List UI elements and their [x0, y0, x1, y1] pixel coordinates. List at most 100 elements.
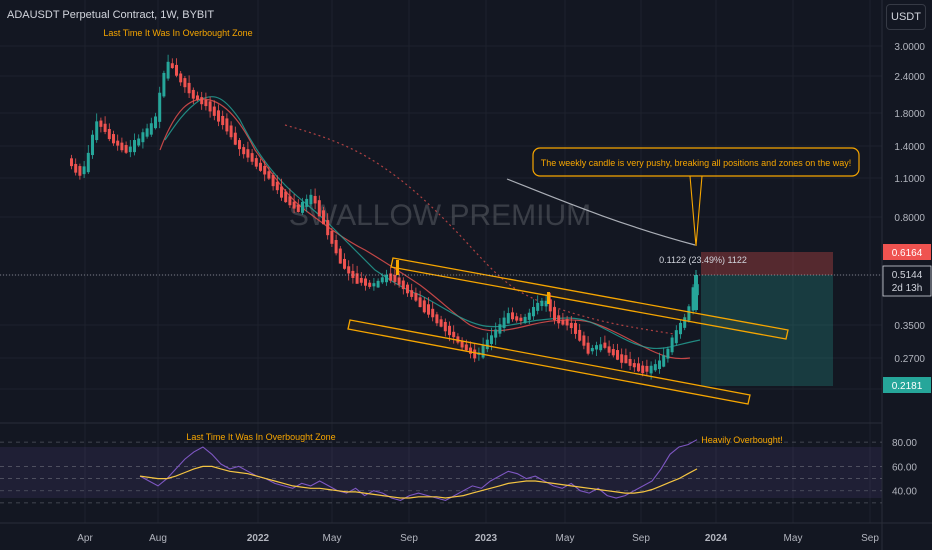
time-tick-label: 2023	[475, 533, 498, 544]
candle-body	[603, 342, 607, 348]
stop-zone	[701, 275, 833, 386]
candle-body	[385, 274, 388, 283]
candle-body	[313, 195, 317, 204]
rsi-levels	[0, 441, 882, 504]
candle-body	[506, 313, 510, 324]
top-zone-label: Last Time It Was In Overbought Zone	[103, 28, 252, 38]
candle-body	[393, 274, 397, 282]
candle-body	[158, 92, 162, 122]
target-price-text: 0.6164	[892, 248, 923, 259]
candle-body	[422, 300, 426, 313]
candle-body	[620, 354, 624, 363]
candle-body	[561, 319, 565, 325]
time-tick-label: Sep	[400, 533, 418, 544]
candle-body	[544, 300, 548, 307]
measure-label: 0.1122 (23.49%) 1122	[659, 255, 747, 265]
candle-body	[351, 270, 355, 278]
candle-body	[599, 344, 603, 351]
currency-button[interactable]: USDT	[886, 4, 926, 30]
channel-lower[interactable]	[347, 319, 751, 405]
highlight-candle	[547, 292, 550, 304]
time-tick-label: May	[784, 533, 803, 544]
candle-body	[456, 336, 460, 343]
candle-body	[481, 344, 485, 358]
candle-body	[175, 64, 178, 76]
price-tick-label: 0.3500	[894, 321, 925, 332]
candle-body	[532, 306, 535, 317]
candle-body	[658, 360, 661, 369]
watermark: SWALLOW PREMIUM	[289, 199, 591, 232]
candle-body	[557, 315, 561, 324]
candle-body	[490, 335, 493, 344]
candle-body	[389, 273, 393, 281]
candle-body	[359, 277, 363, 283]
current-price-badge	[882, 265, 932, 297]
highlight-candle	[396, 260, 399, 275]
rsi-tick-label: 60.00	[892, 462, 917, 473]
candle-body	[107, 128, 111, 140]
rsi-line	[139, 439, 698, 501]
candle-body	[523, 316, 527, 323]
candle-body	[502, 317, 506, 328]
candle-body	[133, 140, 136, 153]
target-zone	[701, 252, 833, 275]
time-tick-label: 2022	[247, 533, 270, 544]
rsi-ma-line	[139, 465, 698, 499]
time-tick-label: Sep	[861, 533, 879, 544]
price-tick-label: 1.1000	[894, 174, 925, 185]
candle-body	[645, 365, 649, 372]
candle-body	[653, 364, 657, 371]
candle-body	[485, 339, 489, 350]
candle-body	[233, 132, 237, 145]
candle-body	[322, 210, 325, 225]
candle-body	[326, 220, 330, 236]
candle-body	[662, 355, 666, 367]
price-tick-label: 0.2700	[894, 354, 925, 365]
candle-body	[225, 118, 229, 132]
candle-body	[191, 89, 195, 99]
candle-body	[519, 317, 523, 321]
candle-body	[103, 123, 107, 132]
candle-body	[364, 278, 367, 286]
candle-body	[317, 200, 321, 217]
time-tick-label: Apr	[77, 533, 93, 544]
candle-body	[242, 147, 246, 155]
candle-body	[641, 365, 645, 374]
candle-body	[435, 314, 439, 324]
candle-body	[494, 329, 498, 338]
candle-body	[632, 363, 636, 368]
candle-body	[649, 365, 653, 374]
candle-body	[280, 186, 283, 198]
candle-body	[670, 337, 674, 353]
candle-body	[397, 277, 401, 285]
candle-body	[149, 123, 153, 135]
candle-body	[267, 171, 271, 179]
candle-body	[611, 349, 615, 356]
rsi-tick-label: 80.00	[892, 438, 917, 449]
rsi-band	[0, 447, 882, 498]
candle-body	[628, 358, 632, 366]
rsi-zone-label: Last Time It Was In Overbought Zone	[186, 432, 335, 442]
candle-body	[296, 204, 300, 213]
chart-title: ADAUSDT Perpetual Contract, 1W, BYBIT	[7, 9, 214, 21]
candle-body	[569, 322, 573, 329]
candle-body	[406, 284, 409, 294]
candle-body	[170, 63, 174, 69]
candle-body	[511, 312, 514, 320]
price-axis: 3.0000 2.4000 1.8000 1.4000 1.1000 0.8000 0.35…	[894, 42, 925, 396]
candle-body	[284, 191, 288, 203]
candle-body	[204, 100, 208, 107]
callout-box[interactable]	[532, 147, 860, 177]
candle-body	[196, 95, 199, 100]
candle-body	[263, 165, 267, 175]
candle-body	[124, 145, 128, 153]
candle-body	[145, 128, 149, 137]
candle-body	[154, 116, 157, 129]
channel-upper[interactable]	[390, 257, 789, 340]
candle-body	[674, 330, 678, 344]
candle-body	[372, 283, 376, 287]
candle-body	[683, 317, 687, 328]
candle-body	[70, 158, 73, 167]
candle-body	[259, 162, 262, 171]
